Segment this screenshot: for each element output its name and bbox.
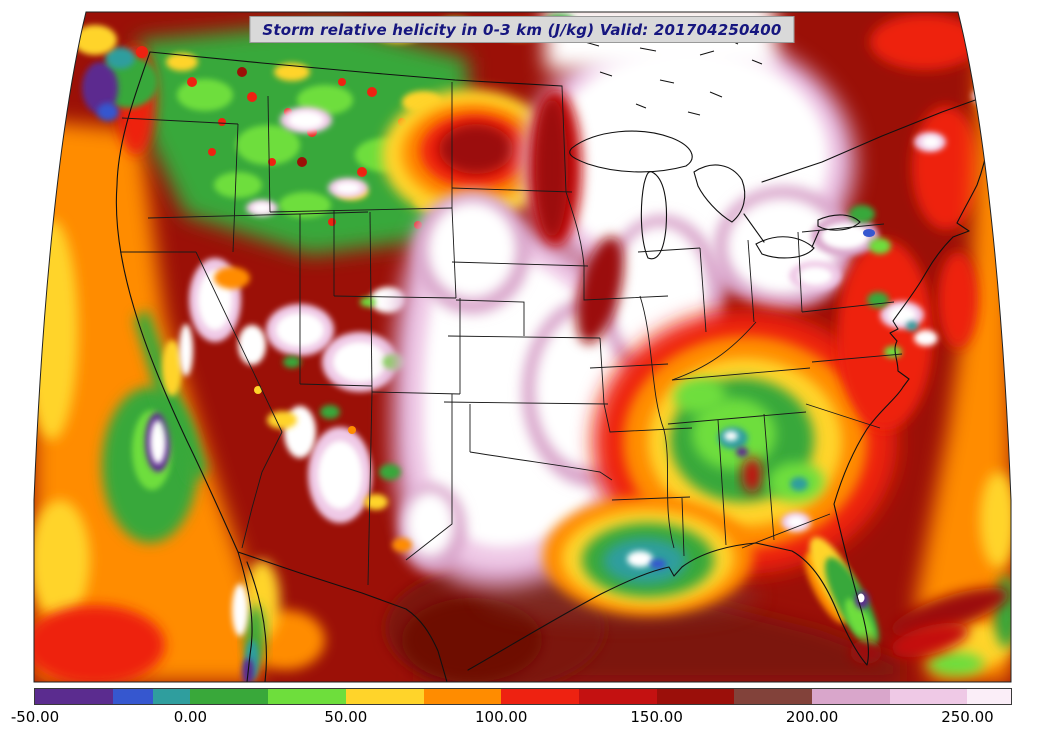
colorbar-tick-label: 150.00 xyxy=(630,708,683,726)
colorbar-segment xyxy=(268,689,346,704)
colorbar-segment xyxy=(578,689,657,704)
colorbar-segment xyxy=(501,689,579,704)
colorbar-segment xyxy=(153,689,191,704)
colorbar-segment xyxy=(734,689,813,704)
plot-title-box: Storm relative helicity in 0-3 km (J/kg)… xyxy=(249,16,795,43)
colorbar-segment xyxy=(190,689,269,704)
plot-title: Storm relative helicity in 0-3 km (J/kg)… xyxy=(262,21,782,39)
helicity-field-layer xyxy=(34,12,1011,682)
colorbar-segment xyxy=(889,689,968,704)
colorbar-ticks: -50.00 0.00 50.00 100.00 150.00 200.00 250.00 xyxy=(11,704,1011,728)
colorbar: -50.00 0.00 50.00 100.00 150.00 200.00 250.00 xyxy=(11,688,1012,726)
colorbar-tick-label: 100.00 xyxy=(474,708,528,726)
colorbar-segment xyxy=(35,689,113,704)
colorbar-segment xyxy=(812,689,890,704)
colorbar-tick-label: -50.00 xyxy=(10,708,60,726)
great-lakes-layer xyxy=(569,130,861,260)
colorbar-segment xyxy=(967,689,1011,704)
colorbar-segment xyxy=(112,689,154,704)
colorbar-segment xyxy=(423,689,502,704)
state-borders-layer xyxy=(120,82,903,586)
helicity-map xyxy=(33,11,1012,683)
colorbar-tick-label: 50.00 xyxy=(324,708,368,726)
coastline-layer xyxy=(115,51,998,682)
colorbar-tick-label: 200.00 xyxy=(785,708,839,726)
colorbar-tick-label: 0.00 xyxy=(173,708,208,726)
map-outline xyxy=(33,11,1012,683)
colorbar-segment xyxy=(656,689,735,704)
colorbar-segment xyxy=(345,689,424,704)
colorbar-segments xyxy=(34,688,1012,705)
colorbar-tick-label: 250.00 xyxy=(941,708,994,726)
